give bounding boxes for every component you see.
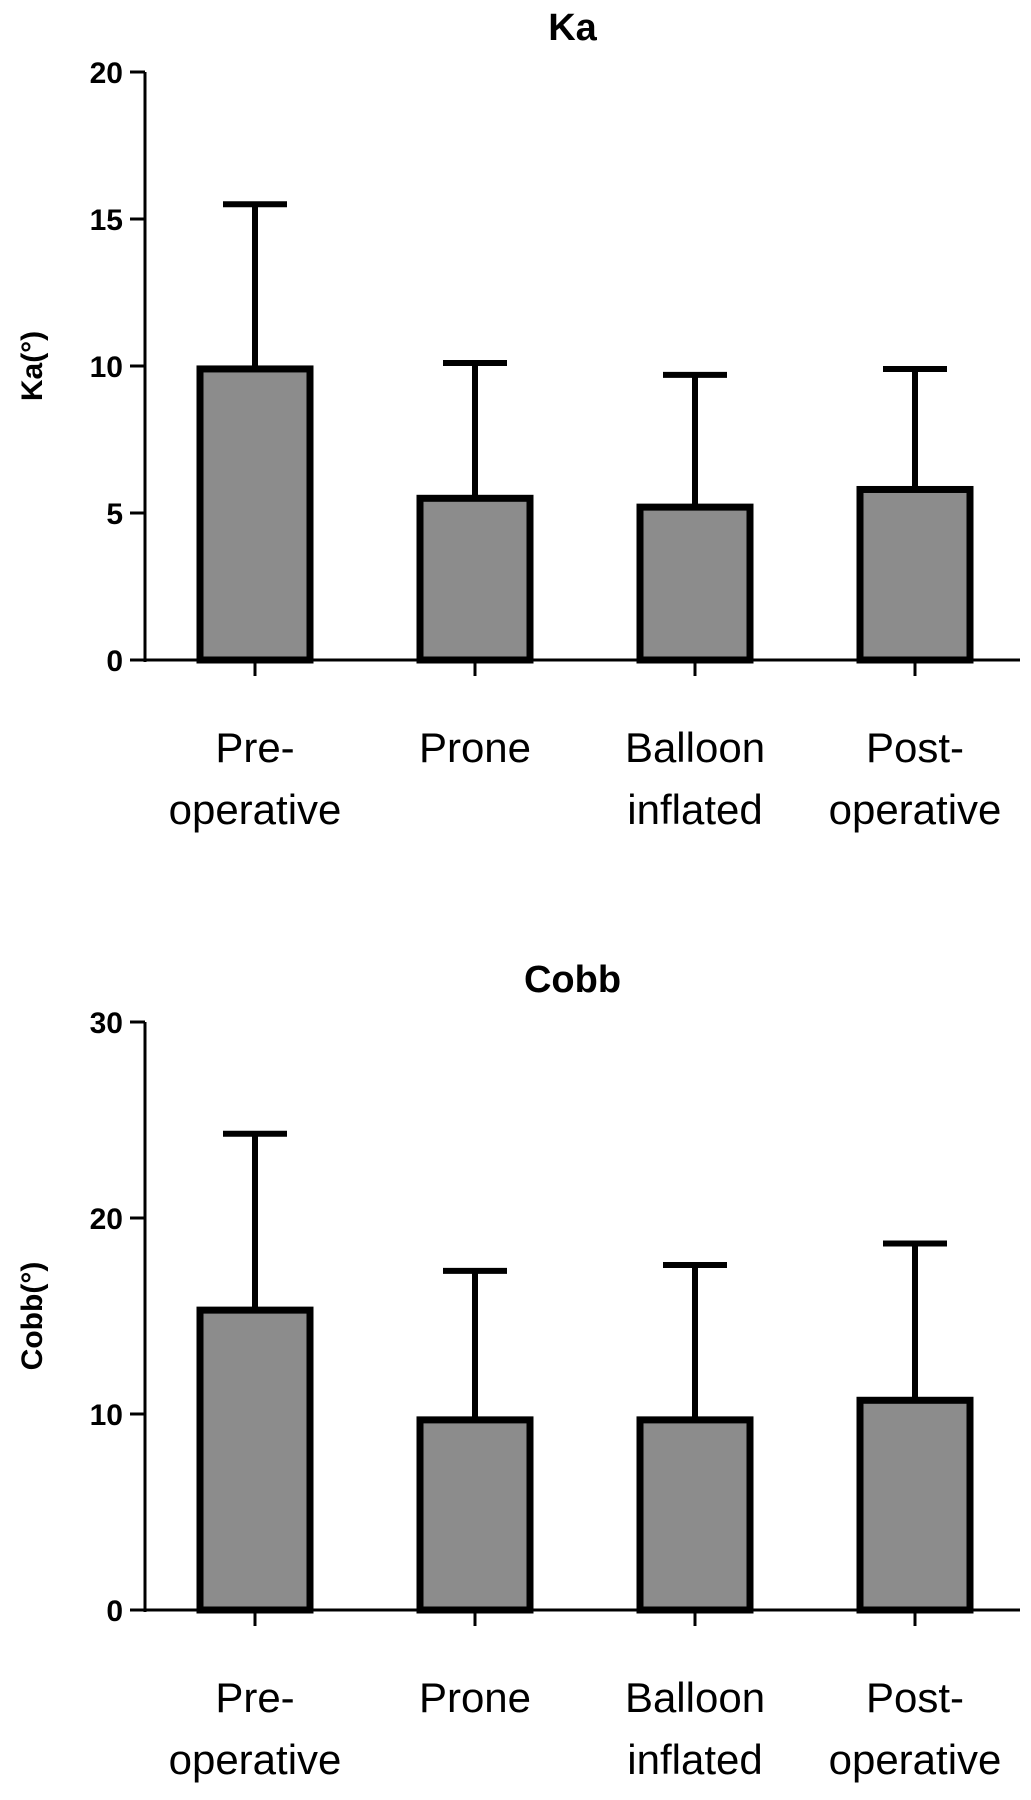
cobb-y-tick-label: 10 (90, 1399, 123, 1432)
ka-y-tick-label: 5 (106, 498, 123, 531)
cobb-y-axis-label: Cobb(°) (16, 1262, 49, 1371)
cobb-x-tick-label: operative (169, 1736, 342, 1783)
ka-y-tick-label: 15 (90, 204, 123, 237)
cobb-x-tick-label: Balloon (625, 1674, 765, 1721)
cobb-bar (636, 1416, 754, 1614)
ka-chart: Ka Ka(°) 0 5 10 15 20 Pre-operative Prone Balloon… (16, 7, 1020, 833)
ka-bar (196, 365, 314, 664)
ka-chart-title: Ka (548, 7, 597, 49)
cobb-x-tick-label: Prone (419, 1674, 531, 1721)
ka-x-tick-label: Pre- (215, 724, 294, 771)
ka-x-tick-label: inflated (627, 786, 762, 833)
cobb-x-tick-label: Pre- (215, 1674, 294, 1721)
cobb-x-tick-label: operative (829, 1736, 1002, 1783)
cobb-x-tick-label: inflated (627, 1736, 762, 1783)
cobb-y-tick-label: 30 (90, 1007, 123, 1040)
ka-x-tick-label: Balloon (625, 724, 765, 771)
ka-x-tick-label: Post- (866, 724, 964, 771)
ka-y-tick-label: 20 (90, 57, 123, 90)
ka-bar (856, 485, 974, 664)
cobb-y-tick-label: 20 (90, 1203, 123, 1236)
ka-x-tick-label: operative (169, 786, 342, 833)
cobb-chart-title: Cobb (524, 959, 621, 1001)
cobb-chart: Cobb Cobb(°) 0 10 20 30 Pre-operative Prone Ball… (16, 959, 1020, 1783)
ka-y-tick-label: 10 (90, 351, 123, 384)
ka-y-axis-label: Ka(°) (16, 331, 49, 401)
cobb-y-tick-label: 0 (106, 1595, 123, 1628)
cobb-bar (416, 1416, 534, 1614)
ka-x-tick-label: Prone (419, 724, 531, 771)
cobb-bar (196, 1306, 314, 1614)
ka-x-tick-label: operative (829, 786, 1002, 833)
ka-bar (636, 503, 754, 664)
ka-y-tick-label: 0 (106, 645, 123, 678)
cobb-x-tick-label: Post- (866, 1674, 964, 1721)
ka-bar (416, 494, 534, 664)
cobb-bar (856, 1396, 974, 1614)
